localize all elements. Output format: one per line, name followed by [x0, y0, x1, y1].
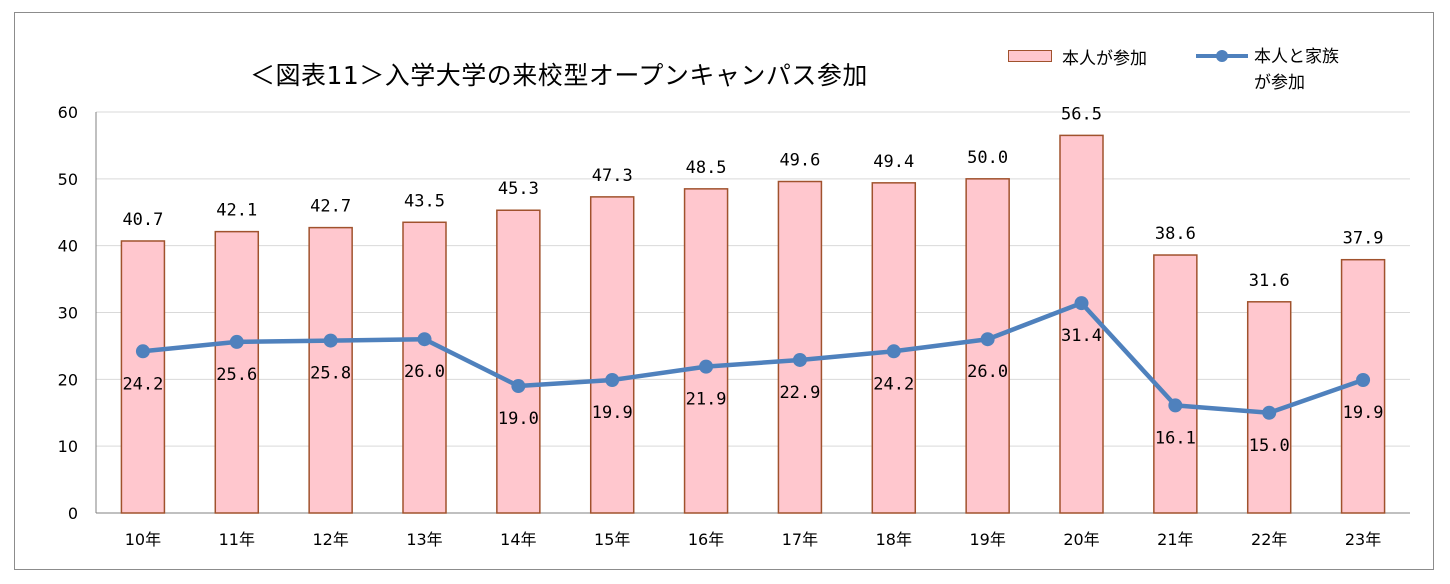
bar-data-label: 49.4 [873, 152, 914, 172]
bar [214, 230, 260, 514]
line-data-label: 15.0 [1249, 436, 1290, 456]
legend-label-line: 本人と家族 が参加 [1254, 44, 1374, 96]
line-data-label: 22.9 [779, 383, 820, 403]
line-data-label: 26.0 [967, 362, 1008, 382]
line-point [886, 344, 901, 359]
line-point [792, 352, 807, 367]
legend-swatch-line [1196, 50, 1248, 62]
bar-data-label: 43.5 [404, 191, 445, 211]
line-point [980, 332, 995, 347]
x-tick-label: 12年 [312, 530, 348, 549]
line-data-label: 16.1 [1155, 428, 1196, 448]
bar-data-label: 31.6 [1249, 271, 1290, 291]
line-data-label: 24.2 [122, 374, 163, 394]
line-point [1356, 373, 1371, 388]
bar-data-label: 40.7 [122, 210, 163, 230]
bar-data-label: 49.6 [779, 151, 820, 171]
x-tick-label: 16年 [688, 530, 724, 549]
bar [308, 226, 353, 514]
x-tick-label: 13年 [406, 530, 442, 549]
legend-label-line-1: 本人と家族 [1254, 47, 1339, 67]
bar [496, 209, 541, 514]
line-point [511, 379, 526, 394]
bar [1153, 254, 1198, 514]
bar-data-label: 42.7 [310, 197, 351, 217]
bar [402, 221, 447, 514]
line-data-label: 26.0 [404, 362, 445, 382]
line-point [323, 333, 338, 348]
x-tick-label: 19年 [969, 530, 1005, 549]
line-point [1262, 405, 1277, 420]
x-tick-label: 10年 [125, 530, 161, 549]
legend-swatch-bar [1008, 50, 1052, 62]
line-data-label: 19.0 [498, 409, 539, 429]
line-point [229, 334, 244, 349]
x-tick-label: 17年 [782, 530, 818, 549]
bar [777, 180, 823, 514]
bar-data-label: 50.0 [967, 148, 1008, 168]
line-point [135, 344, 150, 359]
chart-title: ＜図表11＞入学大学の来校型オープンキャンパス参加 [250, 61, 868, 90]
line-series-path [142, 300, 1364, 415]
y-tick-label: 0 [68, 504, 78, 523]
legend-label-bar: 本人が参加 [1062, 49, 1147, 69]
bar-data-label: 42.1 [216, 201, 257, 221]
bar-data-label: 38.6 [1155, 224, 1196, 244]
bar [683, 188, 729, 514]
x-tick-label: 21年 [1157, 530, 1193, 549]
bar-data-label: 56.5 [1061, 104, 1102, 124]
line-point [699, 359, 714, 374]
line-data-label: 19.9 [592, 403, 633, 423]
line-data-label: 24.2 [873, 374, 914, 394]
bar-data-label: 47.3 [592, 166, 633, 186]
y-tick-label: 60 [58, 103, 78, 122]
bar [120, 240, 166, 514]
y-tick-label: 50 [58, 170, 78, 189]
bar-data-label: 37.9 [1343, 229, 1384, 249]
x-tick-label: 11年 [219, 530, 255, 549]
line-data-label: 25.6 [216, 365, 257, 385]
line-data-label: 19.9 [1343, 403, 1384, 423]
y-tick-label: 20 [58, 370, 78, 389]
x-tick-label: 20年 [1063, 530, 1099, 549]
bar-data-label: 48.5 [686, 158, 727, 178]
x-tick-label: 14年 [500, 530, 536, 549]
bar [1059, 134, 1104, 514]
line-point [417, 332, 432, 347]
y-tick-label: 30 [58, 304, 78, 323]
x-tick-label: 22年 [1251, 530, 1287, 549]
line-data-label: 21.9 [686, 390, 727, 410]
line-data-label: 25.8 [310, 364, 351, 384]
line-data-label: 31.4 [1061, 326, 1102, 346]
line-point [605, 373, 620, 388]
x-tick-label: 15年 [594, 530, 630, 549]
x-tick-label: 23年 [1345, 530, 1381, 549]
y-tick-label: 40 [58, 237, 78, 256]
line-point [1074, 296, 1089, 311]
bar [589, 196, 635, 514]
legend-label-line-2: が参加 [1254, 73, 1305, 93]
bar-data-label: 45.3 [498, 179, 539, 199]
line-point [1168, 398, 1183, 413]
y-tick-label: 10 [58, 437, 78, 456]
x-tick-label: 18年 [876, 530, 912, 549]
